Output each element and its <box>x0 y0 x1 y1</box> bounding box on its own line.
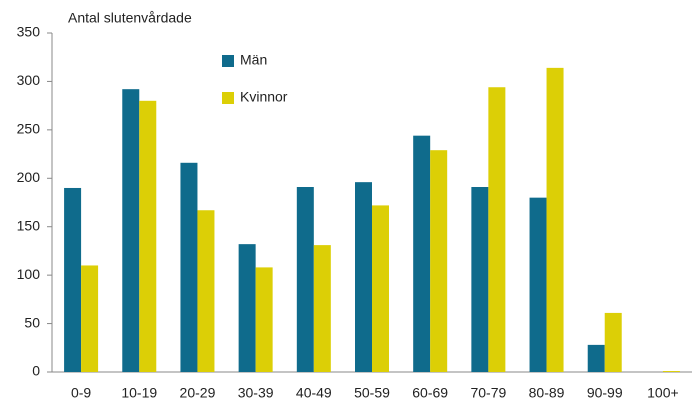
x-tick-label: 30-39 <box>238 385 274 401</box>
legend-label: Kvinnor <box>240 89 288 105</box>
bar <box>197 210 215 372</box>
bar <box>546 67 564 373</box>
legend-swatch <box>222 55 234 67</box>
x-tick-label: 10-19 <box>121 385 157 401</box>
bar <box>488 87 506 373</box>
y-tick-label: 50 <box>24 314 40 330</box>
bar <box>355 182 372 372</box>
x-tick-label: 40-49 <box>296 385 332 401</box>
x-tick-label: 50-59 <box>354 385 390 401</box>
x-tick-label: 80-89 <box>529 385 565 401</box>
y-tick-label: 0 <box>32 363 40 379</box>
x-tick-label: 100+ <box>647 385 679 401</box>
bar <box>139 100 157 373</box>
y-tick-label: 200 <box>17 169 41 185</box>
x-tick-label: 20-29 <box>180 385 216 401</box>
legend-label: Män <box>240 52 267 68</box>
chart-title: Antal slutenvårdade <box>68 10 192 26</box>
bar <box>430 150 448 372</box>
bar <box>81 265 99 372</box>
bar <box>122 89 140 373</box>
x-tick-label: 90-99 <box>587 385 623 401</box>
bar <box>372 205 389 372</box>
y-tick-label: 100 <box>17 266 41 282</box>
bar <box>296 187 314 372</box>
legend-swatch <box>222 92 234 104</box>
bar <box>238 244 256 372</box>
y-tick-label: 150 <box>17 217 41 233</box>
bar <box>413 135 431 372</box>
bar <box>313 245 331 372</box>
x-tick-label: 0-9 <box>71 385 91 401</box>
bar <box>604 312 622 372</box>
bar <box>64 187 82 372</box>
bar <box>662 371 680 372</box>
y-tick-label: 350 <box>17 24 41 40</box>
y-tick-label: 250 <box>17 121 41 137</box>
y-tick-label: 300 <box>17 72 41 88</box>
x-tick-label: 60-69 <box>412 385 448 401</box>
bar <box>587 344 605 372</box>
bar <box>471 187 489 372</box>
x-tick-label: 70-79 <box>470 385 506 401</box>
bar <box>255 267 273 372</box>
bar <box>180 162 198 372</box>
bar <box>529 197 547 372</box>
